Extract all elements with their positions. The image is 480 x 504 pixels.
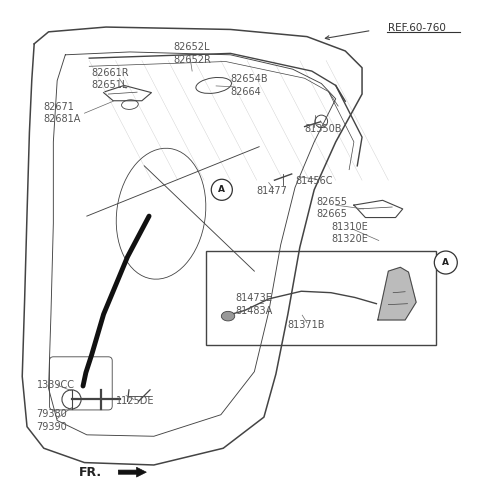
Text: 82671
82681A: 82671 82681A (44, 102, 81, 124)
Text: 81371B: 81371B (288, 320, 325, 330)
Ellipse shape (221, 311, 235, 321)
Polygon shape (378, 267, 416, 320)
Text: 82652L
82652R: 82652L 82652R (173, 42, 211, 65)
Text: 1339CC: 1339CC (36, 380, 74, 390)
Text: 81350B: 81350B (305, 123, 342, 134)
Text: 81477: 81477 (257, 186, 288, 196)
Text: 81310E
81320E: 81310E 81320E (331, 222, 368, 244)
Text: 81473E
81483A: 81473E 81483A (235, 293, 273, 316)
Text: 82654B
82664: 82654B 82664 (230, 74, 268, 97)
Bar (206, 251, 436, 345)
FancyArrowPatch shape (119, 467, 146, 477)
Text: 1125DE: 1125DE (116, 396, 154, 406)
Text: 82661R
82651L: 82661R 82651L (92, 68, 129, 90)
Text: FR.: FR. (79, 466, 102, 479)
Circle shape (211, 179, 232, 200)
Text: 81456C: 81456C (295, 176, 333, 186)
Circle shape (434, 251, 457, 274)
Text: A: A (218, 185, 225, 194)
Text: 82655
82665: 82655 82665 (317, 197, 348, 219)
Text: A: A (442, 258, 449, 267)
Text: REF.60-760: REF.60-760 (388, 23, 446, 33)
Text: 79380
79390: 79380 79390 (36, 409, 67, 431)
